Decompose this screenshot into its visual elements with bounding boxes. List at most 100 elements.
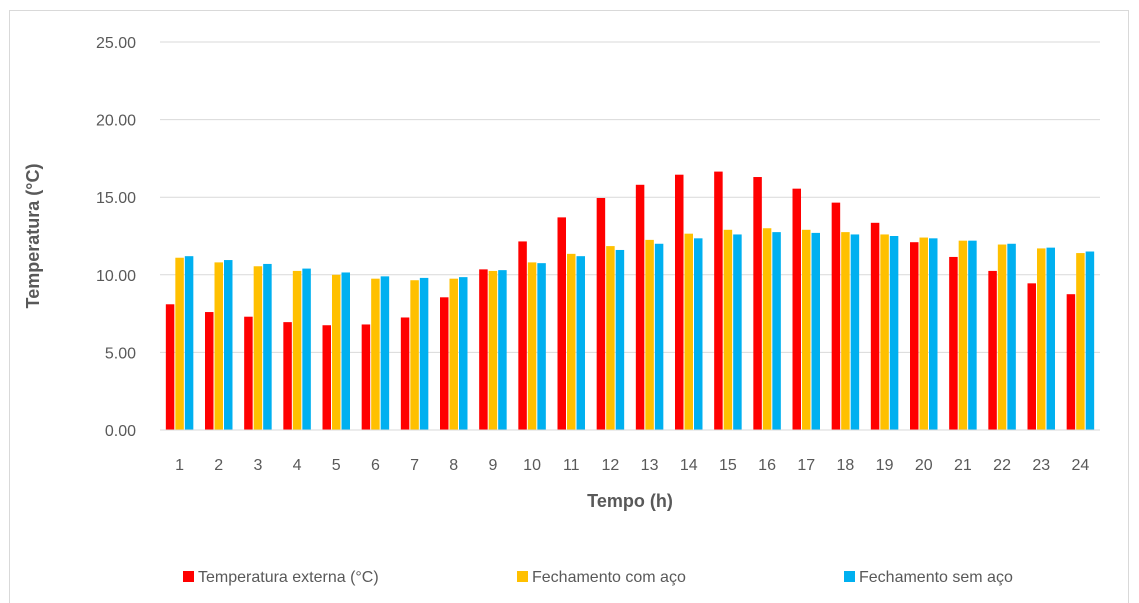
bar-fechamento-sem-aco bbox=[184, 256, 194, 430]
bar-fechamento-sem-aco bbox=[733, 234, 742, 430]
bar-temperatura-externa bbox=[1027, 283, 1036, 430]
x-tick-label: 5 bbox=[332, 457, 341, 474]
bar-fechamento-sem-aco bbox=[263, 263, 272, 430]
legend-swatch bbox=[517, 571, 528, 582]
y-tick-label: 20.00 bbox=[96, 113, 136, 130]
bar-fechamento-com-aco bbox=[997, 244, 1007, 430]
bar-temperatura-externa bbox=[949, 256, 958, 430]
bar-temperatura-externa bbox=[792, 188, 801, 430]
x-tick-label: 15 bbox=[719, 457, 737, 474]
x-tick-label: 20 bbox=[915, 457, 933, 474]
y-tick-label: 0.00 bbox=[105, 423, 136, 440]
bars bbox=[165, 171, 1095, 431]
bar-temperatura-externa bbox=[205, 312, 214, 430]
bar-fechamento-com-aco bbox=[371, 278, 380, 430]
chart-frame bbox=[9, 10, 1129, 603]
x-tick-label: 6 bbox=[371, 457, 380, 474]
y-axis-tick-labels: 0.00 5.00 10.00 15.00 20.00 25.00 bbox=[96, 35, 136, 440]
bar-fechamento-com-aco bbox=[253, 266, 263, 430]
bar-temperatura-externa bbox=[165, 304, 175, 430]
bar-fechamento-sem-aco bbox=[615, 249, 625, 430]
bar-temperatura-externa bbox=[596, 197, 606, 430]
x-tick-label: 9 bbox=[488, 457, 497, 474]
bar-fechamento-sem-aco bbox=[968, 240, 977, 430]
bar-temperatura-externa bbox=[635, 184, 645, 430]
x-axis-title: Tempo (h) bbox=[587, 491, 673, 511]
bar-fechamento-sem-aco bbox=[811, 232, 820, 430]
bar-temperatura-externa bbox=[518, 241, 527, 430]
x-tick-label: 8 bbox=[449, 457, 458, 474]
x-tick-label: 10 bbox=[523, 457, 541, 474]
bar-fechamento-sem-aco bbox=[654, 243, 664, 430]
legend-swatch bbox=[844, 571, 855, 582]
bar-fechamento-com-aco bbox=[880, 234, 889, 430]
bar-fechamento-sem-aco bbox=[419, 277, 429, 430]
x-tick-label: 13 bbox=[641, 457, 659, 474]
bar-temperatura-externa bbox=[557, 217, 566, 430]
bar-fechamento-sem-aco bbox=[576, 256, 585, 430]
bar-fechamento-sem-aco bbox=[341, 272, 350, 430]
bar-fechamento-com-aco bbox=[802, 229, 811, 430]
bar-fechamento-sem-aco bbox=[380, 276, 390, 430]
bar-temperatura-externa bbox=[283, 322, 292, 430]
bar-temperatura-externa bbox=[910, 242, 919, 430]
bar-fechamento-com-aco bbox=[684, 233, 693, 430]
bar-fechamento-sem-aco bbox=[1085, 251, 1095, 430]
bar-fechamento-com-aco bbox=[1037, 248, 1046, 430]
bar-temperatura-externa bbox=[361, 324, 371, 430]
legend-label: Fechamento com aço bbox=[532, 569, 686, 586]
x-tick-label: 7 bbox=[410, 457, 419, 474]
y-tick-label: 10.00 bbox=[96, 268, 136, 285]
bar-temperatura-externa bbox=[440, 297, 449, 430]
bar-fechamento-com-aco bbox=[762, 228, 772, 430]
bar-fechamento-com-aco bbox=[488, 270, 498, 430]
bar-fechamento-sem-aco bbox=[459, 277, 468, 430]
x-tick-label: 16 bbox=[758, 457, 776, 474]
legend-label: Fechamento sem aço bbox=[859, 569, 1013, 586]
bar-fechamento-com-aco bbox=[606, 246, 615, 430]
bar-fechamento-com-aco bbox=[567, 253, 576, 430]
bar-fechamento-sem-aco bbox=[889, 236, 899, 430]
x-tick-label: 2 bbox=[214, 457, 223, 474]
x-tick-label: 14 bbox=[680, 457, 698, 474]
y-axis-title: Temperatura (°C) bbox=[23, 164, 43, 309]
bar-fechamento-com-aco bbox=[292, 270, 302, 430]
bar-fechamento-sem-aco bbox=[224, 260, 233, 430]
bar-temperatura-externa bbox=[322, 325, 331, 430]
y-tick-label: 25.00 bbox=[96, 35, 136, 52]
bar-fechamento-com-aco bbox=[175, 257, 184, 430]
bar-fechamento-com-aco bbox=[958, 240, 968, 430]
bar-fechamento-sem-aco bbox=[850, 234, 860, 430]
legend-swatch bbox=[183, 571, 194, 582]
bar-temperatura-externa bbox=[714, 171, 723, 431]
x-tick-label: 22 bbox=[993, 457, 1011, 474]
x-tick-label: 4 bbox=[293, 457, 302, 474]
x-axis-tick-labels: 1 2 3 4 5 6 7 8 9 10 11 12 13 14 15 16 17 18 19 20 21 22 23 24 bbox=[175, 457, 1089, 474]
bar-temperatura-externa bbox=[831, 202, 841, 430]
bar-fechamento-sem-aco bbox=[302, 268, 311, 430]
bar-temperatura-externa bbox=[753, 177, 762, 430]
legend: Temperatura externa (°C) Fechamento com a… bbox=[183, 569, 1013, 586]
x-tick-label: 23 bbox=[1032, 457, 1050, 474]
bar-fechamento-com-aco bbox=[332, 274, 341, 430]
x-tick-label: 18 bbox=[837, 457, 855, 474]
gridlines bbox=[160, 41, 1100, 353]
legend-label: Temperatura externa (°C) bbox=[198, 569, 379, 586]
x-tick-label: 24 bbox=[1072, 457, 1090, 474]
bar-temperatura-externa bbox=[244, 316, 253, 430]
bar-temperatura-externa bbox=[479, 269, 488, 430]
bar-fechamento-com-aco bbox=[841, 232, 850, 430]
bar-fechamento-com-aco bbox=[645, 239, 654, 430]
bar-fechamento-sem-aco bbox=[929, 238, 938, 430]
y-tick-label: 15.00 bbox=[96, 190, 136, 207]
bar-fechamento-com-aco bbox=[449, 278, 458, 430]
bar-fechamento-com-aco bbox=[919, 237, 928, 430]
bar-temperatura-externa bbox=[675, 174, 684, 430]
bar-fechamento-com-aco bbox=[214, 262, 223, 430]
bar-fechamento-sem-aco bbox=[772, 232, 781, 430]
bar-fechamento-sem-aco bbox=[694, 238, 703, 430]
x-tick-label: 11 bbox=[563, 457, 580, 474]
bar-fechamento-com-aco bbox=[723, 229, 733, 430]
bar-temperatura-externa bbox=[400, 317, 410, 430]
